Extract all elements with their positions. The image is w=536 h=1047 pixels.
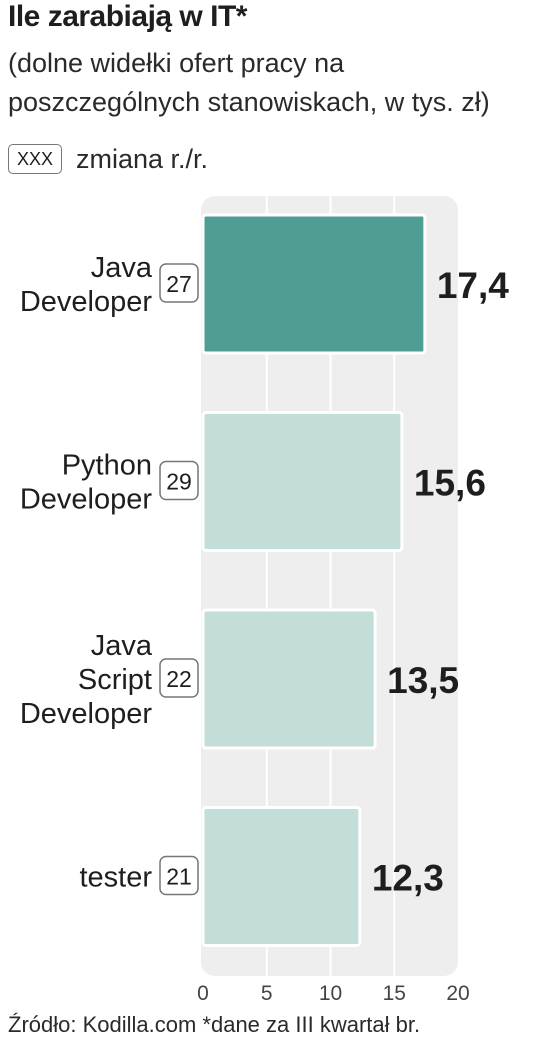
bar [201,411,404,552]
bar [201,608,377,750]
x-tick-label: 5 [261,982,273,1005]
bar-value-label: 13,5 [387,660,459,701]
category-label: Script [78,664,152,696]
change-badge-value: 22 [166,666,192,692]
category-label: Java [91,630,153,662]
category-label: Developer [20,286,153,318]
change-badge-value: 27 [166,271,192,297]
x-tick-label: 0 [197,982,209,1005]
x-tick-label: 20 [446,982,469,1005]
x-tick-label: 15 [383,982,406,1005]
bar-value-label: 17,4 [437,265,509,306]
category-label: Developer [20,484,153,516]
chart-title: Ile zarabiają w IT* [8,0,247,33]
source-note: Źródło: Kodilla.com *dane za III kwartał… [8,1012,421,1037]
change-badge-value: 29 [166,469,192,495]
category-label: Java [91,252,153,284]
change-badge-value: 21 [166,864,192,890]
change-badge [159,855,199,896]
legend: XXX zmiana r./r. [8,142,208,176]
category-label: Python [62,450,152,482]
chart-subtitle: (dolne widełki ofert pracy na poszczegól… [8,48,490,117]
change-badge [159,658,199,698]
category-label: Developer [20,698,153,730]
x-tick-label: 10 [319,982,342,1005]
change-badge [159,460,199,501]
legend-label: zmiana r./r. [76,143,209,174]
bar [201,806,362,947]
change-badge [159,263,199,303]
category-label: tester [79,862,152,894]
bar-value-label: 12,3 [372,858,444,899]
legend-swatch: XXX [8,144,62,174]
bar-value-label: 15,6 [414,463,486,504]
bar [201,213,427,355]
